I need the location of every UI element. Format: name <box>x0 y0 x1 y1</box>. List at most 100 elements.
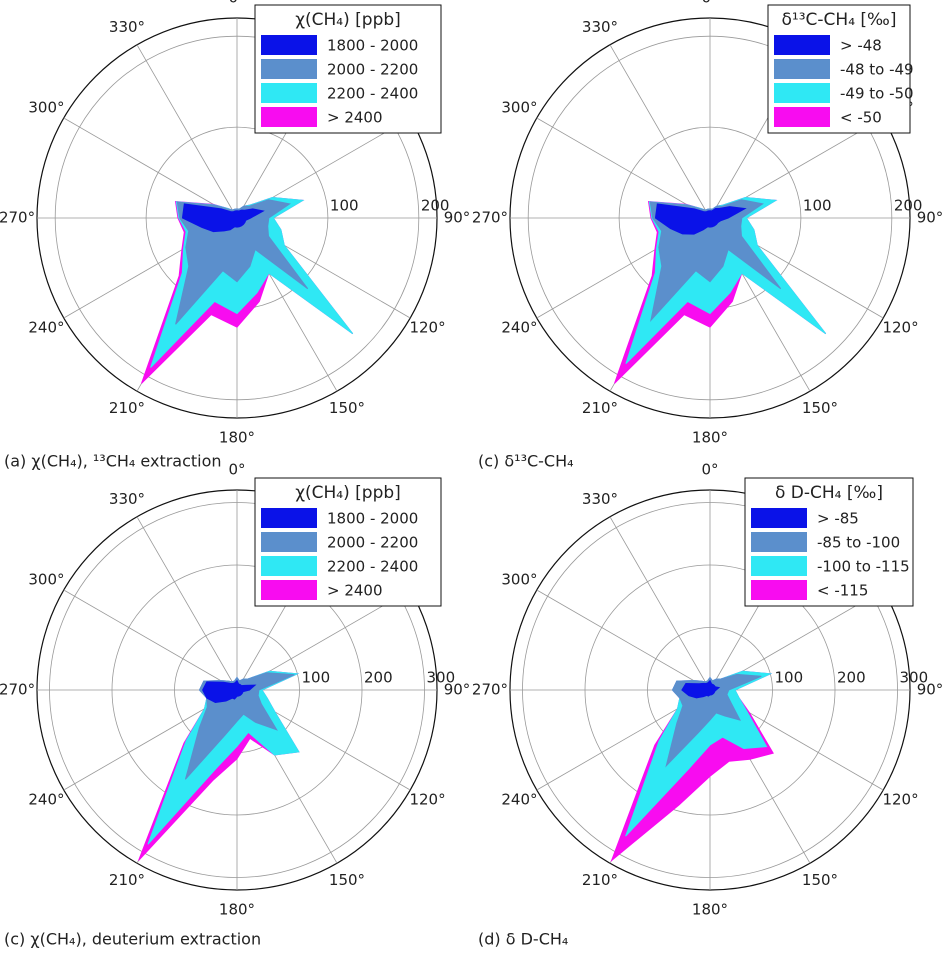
legend-label: 2000 - 2200 <box>327 534 418 552</box>
angle-label: 270° <box>472 209 508 227</box>
radial-tick-label: 100 <box>330 197 359 215</box>
angle-label: 210° <box>582 871 618 889</box>
spoke <box>609 516 711 691</box>
angle-label: 0° <box>701 461 718 479</box>
legend-label: > 2400 <box>327 582 383 600</box>
legend-swatch <box>751 556 807 576</box>
angle-label: 330° <box>582 18 618 36</box>
radial-tick-label: 300 <box>900 669 929 687</box>
legend-swatch <box>774 59 830 79</box>
legend-swatch <box>261 580 317 600</box>
angle-label: 270° <box>472 681 508 699</box>
spoke <box>136 516 238 691</box>
legend-swatch <box>261 508 317 528</box>
radial-tick-label: 100 <box>302 669 331 687</box>
angle-label: 270° <box>0 209 35 227</box>
legend-label: -85 to -100 <box>817 534 900 552</box>
angle-label: 180° <box>219 429 255 447</box>
legend-swatch <box>261 35 317 55</box>
angle-label: 0° <box>701 0 718 7</box>
legend-swatch <box>751 508 807 528</box>
angle-label: 210° <box>582 399 618 417</box>
angle-label: 150° <box>802 399 838 417</box>
angle-label: 300° <box>501 99 537 117</box>
spoke <box>63 117 238 219</box>
angle-label: 120° <box>882 791 918 809</box>
legend-label: > 2400 <box>327 109 383 127</box>
angle-label: 270° <box>0 681 35 699</box>
angle-label: 120° <box>409 791 445 809</box>
legend-label: 2000 - 2200 <box>327 61 418 79</box>
angle-label: 150° <box>802 871 838 889</box>
angle-label: 120° <box>409 319 445 337</box>
legend-swatch <box>751 580 807 600</box>
spoke <box>536 117 711 219</box>
angle-label: 90° <box>917 681 944 699</box>
legend-label: > -85 <box>817 510 859 528</box>
polar-panel: 0°30°60°90°120°150°180°210°240°270°300°3… <box>0 0 470 471</box>
angle-label: 240° <box>28 791 64 809</box>
stacked-area <box>665 673 762 768</box>
angle-label: 240° <box>28 319 64 337</box>
angle-label: 90° <box>917 209 944 227</box>
legend-title: δ¹³C-CH₄ [‰] <box>782 10 897 30</box>
legend-swatch <box>261 532 317 552</box>
legend-swatch <box>774 35 830 55</box>
legend-title: χ(CH₄) [ppb] <box>295 483 401 503</box>
legend-label: -49 to -50 <box>840 85 914 103</box>
angle-label: 120° <box>882 319 918 337</box>
stacked-area <box>181 203 265 233</box>
legend-title: χ(CH₄) [ppb] <box>295 10 401 30</box>
angle-label: 330° <box>109 18 145 36</box>
legend-swatch <box>774 107 830 127</box>
angle-label: 210° <box>109 399 145 417</box>
caption: (d) δ D-CH₄ <box>478 930 568 949</box>
stacked-area <box>654 203 747 235</box>
caption: (a) χ(CH₄), ¹³CH₄ extraction <box>4 452 222 471</box>
polar-panel: 0°30°60°90°120°150°180°210°240°270°300°3… <box>0 461 470 949</box>
legend-label: < -115 <box>817 582 868 600</box>
caption: (c) χ(CH₄), deuterium extraction <box>4 930 261 949</box>
angle-label: 90° <box>444 681 471 699</box>
legend-label: 1800 - 2000 <box>327 37 418 55</box>
stacked-area <box>202 679 257 704</box>
radial-tick-label: 100 <box>775 669 804 687</box>
angle-label: 300° <box>28 99 64 117</box>
spoke <box>609 44 711 219</box>
radial-tick-label: 100 <box>803 197 832 215</box>
angle-label: 150° <box>329 399 365 417</box>
legend-label: -48 to -49 <box>840 61 914 79</box>
spoke <box>136 44 238 219</box>
legend-swatch <box>774 83 830 103</box>
polar-panel: 0°30°60°90°120°150°180°210°240°270°300°3… <box>472 461 943 949</box>
legend-label: < -50 <box>840 109 882 127</box>
angle-label: 150° <box>329 871 365 889</box>
legend-swatch <box>261 556 317 576</box>
angle-label: 0° <box>228 0 245 7</box>
angle-label: 330° <box>582 490 618 508</box>
radial-tick-label: 200 <box>421 197 450 215</box>
legend-swatch <box>261 59 317 79</box>
angle-label: 330° <box>109 490 145 508</box>
radial-tick-label: 300 <box>427 669 456 687</box>
caption: (c) δ¹³C-CH₄ <box>478 452 574 471</box>
legend-label: 1800 - 2000 <box>327 510 418 528</box>
legend-label: 2200 - 2400 <box>327 85 418 103</box>
radial-tick-label: 200 <box>894 197 923 215</box>
angle-label: 180° <box>692 429 728 447</box>
legend-swatch <box>261 83 317 103</box>
radial-tick-label: 200 <box>364 669 393 687</box>
spoke <box>536 589 711 691</box>
angle-label: 180° <box>692 901 728 919</box>
legend-label: 2200 - 2400 <box>327 558 418 576</box>
angle-label: 210° <box>109 871 145 889</box>
angle-label: 240° <box>501 319 537 337</box>
legend-title: δ D-CH₄ [‰] <box>775 483 883 503</box>
spoke <box>63 589 238 691</box>
angle-label: 240° <box>501 791 537 809</box>
angle-label: 180° <box>219 901 255 919</box>
legend-label: > -48 <box>840 37 882 55</box>
stacked-area <box>681 679 721 699</box>
angle-label: 300° <box>28 571 64 589</box>
